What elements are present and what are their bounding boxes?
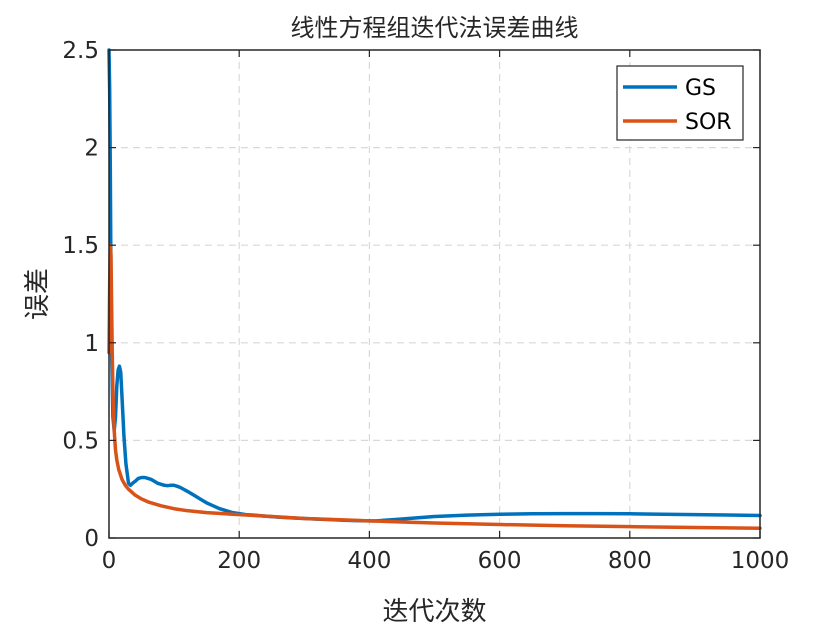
x-tick-label: 800 [608,548,652,574]
grid-lines [109,50,760,538]
y-tick-label: 0.5 [62,428,99,454]
series-line-sor [107,243,762,530]
y-tick-label: 0 [84,526,99,552]
y-tick-label: 1.5 [62,233,99,259]
axes-box [108,49,761,539]
chart-title: 线性方程组迭代法误差曲线 [291,14,579,42]
x-tick-label: 400 [347,548,391,574]
x-tick-label: 0 [102,548,117,574]
legend-box [616,65,744,141]
legend: GS SOR [616,65,744,141]
series-line-gs [107,48,762,523]
series-lines [107,48,762,530]
y-axis-title: 误差 [23,268,53,320]
x-tick-label: 1000 [731,548,790,574]
axis-ticks: 0 200 400 600 800 1000 0 0.5 1 1.5 2 2.5 [62,38,789,574]
y-tick-label: 1 [84,331,99,357]
legend-label-gs: GS [685,76,716,101]
legend-label-sor: SOR [685,110,732,135]
y-tick-label: 2.5 [62,38,99,64]
x-tick-label: 200 [217,548,261,574]
y-tick-label: 2 [84,136,99,162]
x-axis-title: 迭代次数 [382,597,486,627]
x-tick-label: 600 [478,548,522,574]
